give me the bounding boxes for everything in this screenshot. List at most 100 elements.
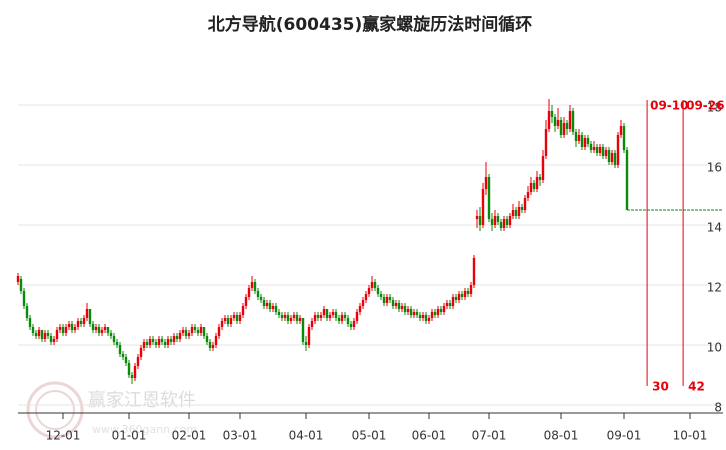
candle-body: [502, 219, 506, 228]
candle-body: [28, 318, 32, 327]
candle-body: [340, 315, 344, 321]
candle-body: [292, 315, 296, 318]
candle-body: [316, 315, 320, 318]
candle-body: [196, 330, 200, 333]
candle-body: [361, 300, 365, 306]
candle-body: [148, 339, 152, 345]
candle-body: [415, 312, 419, 315]
candle-body: [142, 342, 146, 348]
candle-body: [325, 309, 329, 318]
candle-body: [94, 327, 98, 330]
candle-body: [118, 345, 122, 354]
candle-body: [178, 333, 182, 339]
candle-body: [88, 309, 92, 324]
candle-body: [247, 288, 251, 297]
candle-body: [529, 183, 533, 192]
candle-body: [121, 354, 125, 357]
candle-body: [181, 330, 185, 333]
candle-body: [487, 177, 491, 219]
candle-body: [427, 318, 431, 321]
cycle-count: 30: [652, 380, 669, 394]
candle-body: [382, 297, 386, 303]
candle-body: [553, 117, 557, 126]
candle-body: [307, 327, 311, 345]
candle-body: [601, 147, 605, 156]
candle-body: [301, 318, 305, 342]
candle-body: [475, 216, 479, 219]
candle-body: [226, 318, 230, 324]
candle-body: [199, 327, 203, 333]
candle-body: [520, 207, 524, 210]
x-tick-label: 04-01: [289, 429, 324, 443]
candle-body: [394, 303, 398, 306]
cycle-date: 09-26: [686, 99, 724, 113]
candle-body: [289, 318, 293, 321]
candle-body: [169, 339, 173, 342]
candle-body: [589, 144, 593, 150]
candle-body: [58, 327, 62, 330]
candle-body: [133, 366, 137, 378]
chart-title: 北方导航(600435)赢家螺旋历法时间循环: [208, 14, 533, 35]
candle-body: [583, 138, 587, 147]
candle-body: [466, 291, 470, 294]
candle-body: [493, 216, 497, 225]
candle-body: [565, 123, 569, 129]
candle-body: [484, 177, 488, 189]
x-tick-label: 12-01: [46, 429, 81, 443]
candle-body: [136, 357, 140, 366]
candle-body: [91, 324, 95, 330]
candle-body: [253, 282, 257, 291]
candle-body: [379, 294, 383, 297]
candle-body: [298, 318, 302, 321]
candle-body: [202, 327, 206, 336]
candle-body: [313, 315, 317, 321]
candle-body: [442, 306, 446, 312]
candle-body: [208, 342, 212, 348]
candle-body: [598, 147, 602, 153]
candle-body: [82, 318, 86, 324]
candle-body: [238, 315, 242, 321]
candle-body: [562, 123, 566, 135]
candle-body: [100, 330, 104, 333]
candle-body: [472, 258, 476, 285]
candle-body: [586, 138, 590, 144]
candle-body: [256, 291, 260, 297]
candle-body: [262, 300, 266, 306]
x-tick-label: 05-01: [352, 429, 387, 443]
candle-body: [127, 363, 131, 375]
candle-body: [514, 210, 518, 216]
candle-body: [625, 150, 629, 210]
candle-body: [331, 312, 335, 315]
candle-body: [421, 315, 425, 318]
candle-body: [517, 207, 521, 216]
candle-body: [223, 318, 227, 321]
candle-body: [250, 282, 254, 288]
candle-body: [61, 327, 65, 333]
candle-body: [172, 336, 176, 342]
x-tick-label: 02-01: [172, 429, 207, 443]
candle-body: [511, 210, 515, 216]
candle-body: [412, 312, 416, 315]
candle-body: [103, 327, 107, 330]
candle-body: [16, 276, 20, 282]
candle-body: [241, 306, 245, 315]
candle-body: [334, 312, 338, 318]
y-tick-label: 8: [714, 401, 722, 415]
candle-body: [166, 339, 170, 345]
candle-body: [445, 303, 449, 306]
candle-body: [448, 303, 452, 306]
candle-body: [295, 315, 299, 321]
candle-body: [526, 192, 530, 198]
candle-body: [337, 318, 341, 321]
candle-body: [214, 336, 218, 345]
candle-body: [217, 327, 221, 336]
candle-body: [505, 219, 509, 225]
candle-body: [115, 342, 119, 345]
candle-body: [463, 291, 467, 297]
candle-body: [259, 297, 263, 300]
candle-body: [310, 321, 314, 327]
candle-body: [499, 222, 503, 228]
candle-body: [151, 339, 155, 342]
x-tick-label: 08-01: [544, 429, 579, 443]
candle-body: [439, 309, 443, 312]
